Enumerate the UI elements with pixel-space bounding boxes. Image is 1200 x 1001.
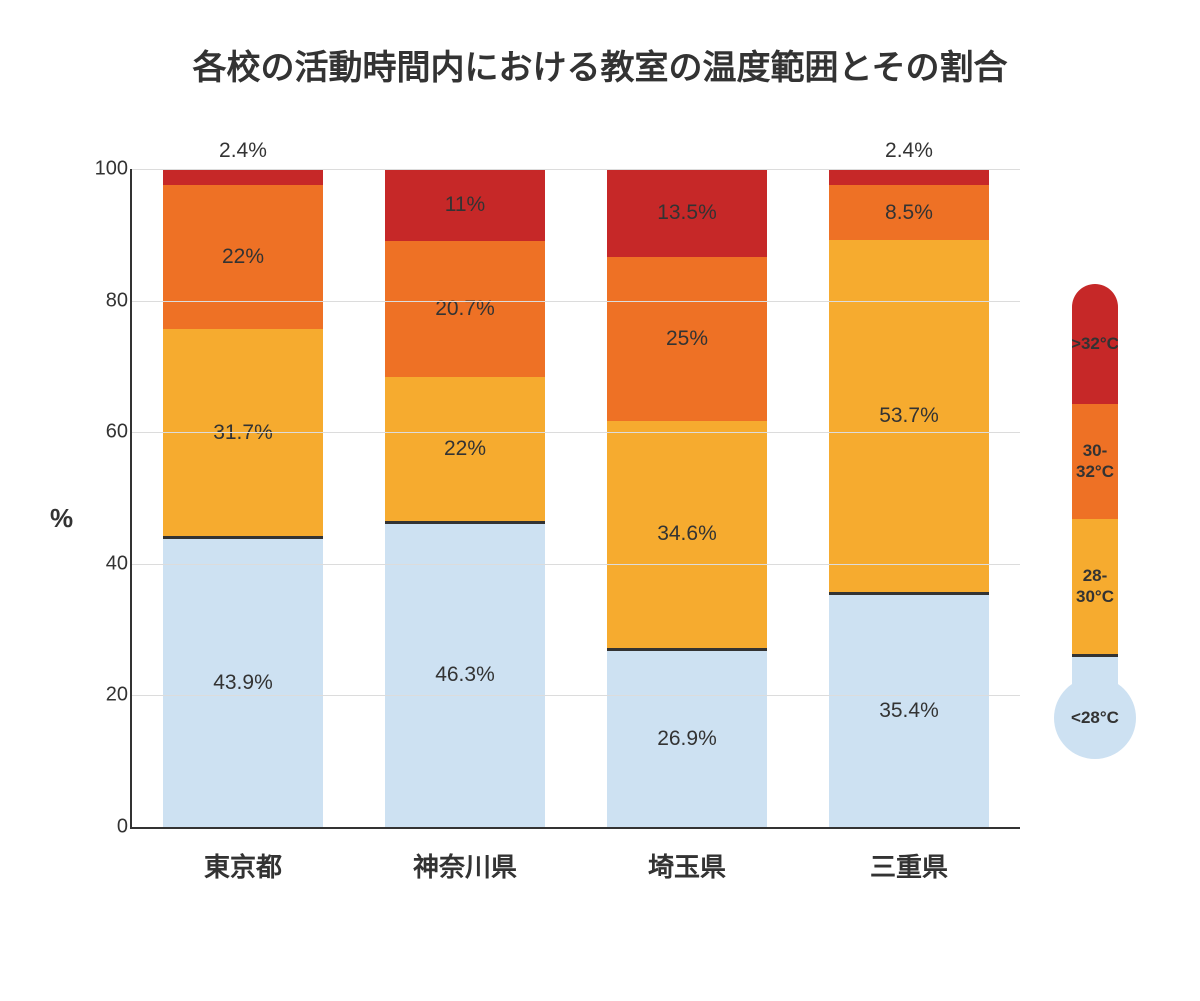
bar-segment-gt32: 2.4% [829,169,989,185]
gridline [132,564,1020,565]
thermometer-tube: >32°C 30-32°C 28-30°C [1072,284,1118,693]
bar-segment-r2830: 34.6% [607,421,767,648]
bar-slot: 43.9%31.7%22%2.4%東京都 [145,169,340,827]
x-axis-label: 東京都 [204,847,282,884]
y-axis-label: % [50,503,73,534]
y-tick-label: 20 [88,684,128,707]
x-axis-label: 埼玉県 [648,847,726,884]
gridline [132,301,1020,302]
thermometer-legend: >32°C 30-32°C 28-30°C <28°C [1050,284,1140,844]
segment-label: 34.6% [657,522,717,546]
legend-segment-r3032: 30-32°C [1072,404,1118,519]
x-axis-label: 神奈川県 [413,847,517,884]
bar-segment-gt32: 11% [385,169,545,241]
chart-area: % 43.9%31.7%22%2.4%東京都46.3%22%20.7%11%神奈… [60,129,1020,909]
bar-segment-gt32: 13.5% [607,169,767,257]
stacked-bar: 26.9% 34.6% 25% 13.5% [607,169,767,827]
segment-label: 13.5% [657,201,717,225]
segment-label: 35.4% [879,699,939,723]
stacked-bar: 46.3% 22% 20.7% 11% [385,169,545,827]
bar-segment-lt28: 26.9% [607,651,767,827]
segment-label: 2.4% [885,139,933,163]
segment-label: 11% [445,193,485,217]
segment-label: 8.5% [885,201,933,225]
gridline [132,432,1020,433]
y-tick-label: 60 [88,421,128,444]
segment-label: 46.3% [435,663,495,687]
bar-segment-r3032: 25% [607,257,767,421]
segment-label: 25% [666,327,708,351]
legend-label: 28-30°C [1076,566,1114,607]
y-tick-label: 0 [88,816,128,839]
x-axis-label: 三重県 [870,847,948,884]
bar-segment-r3032: 8.5% [829,185,989,241]
bars-container: 43.9%31.7%22%2.4%東京都46.3%22%20.7%11%神奈川県… [132,169,1020,827]
segment-label: 26.9% [657,727,717,751]
bar-segment-r3032: 20.7% [385,241,545,377]
thermometer-bulb: <28°C [1054,677,1136,759]
stacked-bar: 43.9%31.7%22%2.4% [163,169,323,827]
stacked-bar: 35.4% 53.7% 8.5% 2.4% [829,169,989,827]
chart-title: 各校の活動時間内における教室の温度範囲とその割合 [60,40,1140,89]
bar-slot: 26.9%34.6%25%13.5%埼玉県 [589,169,784,827]
chart-wrap: % 43.9%31.7%22%2.4%東京都46.3%22%20.7%11%神奈… [60,129,1140,909]
segment-label: 22% [444,437,486,461]
y-tick-label: 40 [88,552,128,575]
y-tick-label: 100 [88,158,128,181]
bar-segment-r3032: 22% [163,185,323,329]
bar-segment-lt28: 43.9% [163,539,323,827]
segment-label: 43.9% [213,671,273,695]
bar-segment-gt32: 2.4% [163,169,323,185]
gridline [132,169,1020,170]
legend-label: >32°C [1072,334,1118,354]
y-tick-label: 80 [88,289,128,312]
bar-segment-lt28: 35.4% [829,595,989,827]
gridline [132,695,1020,696]
segment-label: 2.4% [219,139,267,163]
bar-slot: 35.4%53.7%8.5%2.4%三重県 [811,169,1006,827]
segment-label: 22% [222,245,264,269]
bar-segment-r2830: 53.7% [829,240,989,592]
chart-page: 各校の活動時間内における教室の温度範囲とその割合 % 43.9%31.7%22%… [0,0,1200,1001]
legend-segment-gt32: >32°C [1072,284,1118,404]
bar-segment-lt28: 46.3% [385,524,545,827]
bar-segment-r2830: 22% [385,377,545,521]
plot-area: 43.9%31.7%22%2.4%東京都46.3%22%20.7%11%神奈川県… [130,169,1020,829]
legend-label: <28°C [1071,708,1119,728]
legend-label: 30-32°C [1076,441,1114,482]
legend-segment-r2830: 28-30°C [1072,519,1118,654]
bar-slot: 46.3%22%20.7%11%神奈川県 [367,169,562,827]
segment-label: 53.7% [879,404,939,428]
